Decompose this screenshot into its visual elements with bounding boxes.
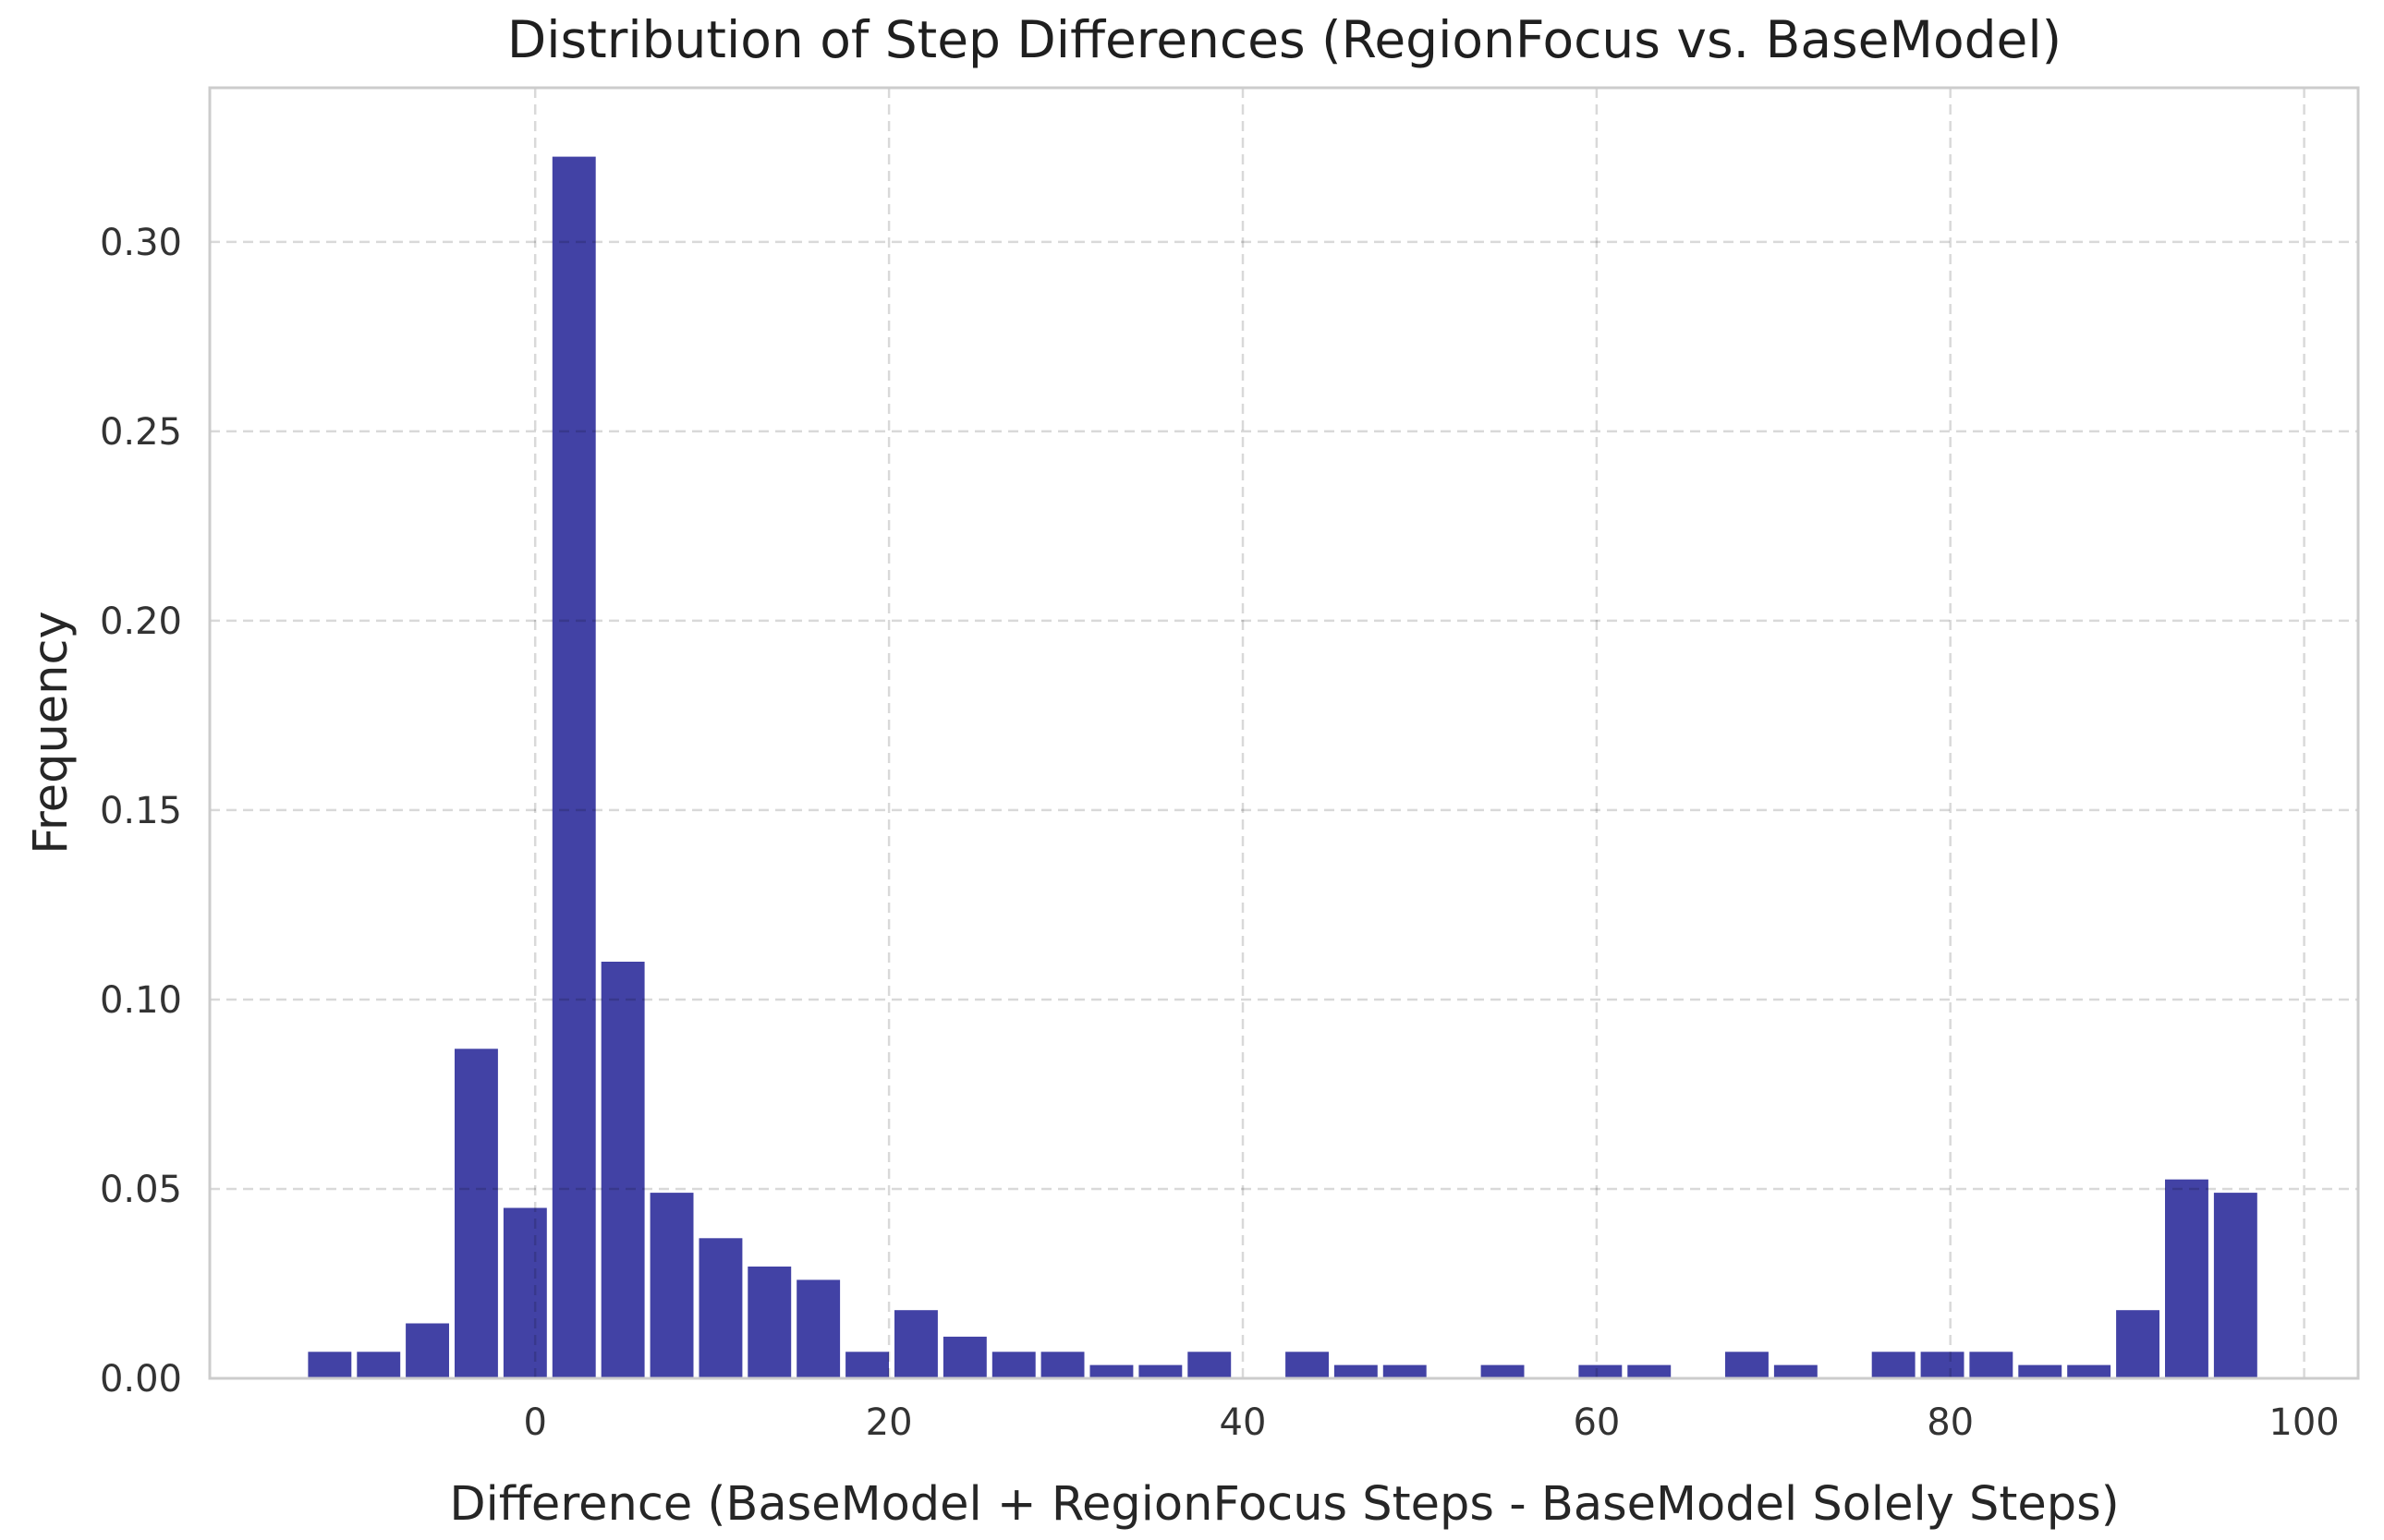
y-tick-label: 0.25	[100, 411, 182, 454]
histogram-bar	[1040, 1352, 1085, 1378]
y-axis-label: Frequency	[24, 611, 79, 854]
histogram-bar	[943, 1336, 987, 1378]
histogram-bar	[1969, 1352, 2013, 1378]
histogram-bar	[1871, 1352, 1916, 1378]
histogram-bar	[991, 1352, 1036, 1378]
y-tick-label: 0.30	[100, 222, 182, 264]
histogram-bar	[1382, 1364, 1427, 1378]
y-tick-label: 0.00	[100, 1358, 182, 1401]
y-tick-label: 0.20	[100, 600, 182, 643]
y-tick-labels: 0.00 0.05 0.10 0.15 0.20 0.25 0.30	[100, 222, 182, 1401]
histogram-bar	[2116, 1310, 2159, 1378]
plot-area	[210, 88, 2358, 1378]
x-axis-label: Difference (BaseModel + RegionFocus Step…	[449, 1477, 2119, 1532]
histogram-bar	[503, 1207, 547, 1378]
x-tick-label: 20	[866, 1401, 913, 1444]
x-tick-label: 100	[2268, 1401, 2339, 1444]
y-tick-label: 0.15	[100, 790, 182, 832]
x-tick-labels: 0 20 40 60 80 100	[523, 1401, 2339, 1444]
histogram-bar	[797, 1279, 841, 1378]
histogram-bar	[1285, 1352, 1329, 1378]
histogram-bar	[2018, 1364, 2062, 1378]
plot-spines	[208, 86, 2360, 1380]
histogram-bar	[1138, 1364, 1183, 1378]
histogram-bar	[2165, 1179, 2208, 1378]
histogram-bar	[2067, 1364, 2111, 1378]
histogram-bar	[2213, 1193, 2257, 1378]
histogram-bar	[699, 1238, 743, 1378]
histogram-bar	[1627, 1364, 1672, 1378]
x-tick-label: 80	[1927, 1401, 1974, 1444]
histogram-bar	[308, 1352, 352, 1378]
histogram-bar	[748, 1267, 792, 1378]
histogram-bar	[601, 962, 645, 1378]
gridlines	[210, 88, 2358, 1378]
x-tick-label: 40	[1220, 1401, 1267, 1444]
histogram-bar	[1920, 1352, 1964, 1378]
histogram-bar	[1578, 1364, 1623, 1378]
histogram-bar	[1725, 1352, 1769, 1378]
histogram-bar	[1187, 1352, 1232, 1378]
y-tick-label: 0.05	[100, 1169, 182, 1211]
histogram-bar	[1480, 1364, 1525, 1378]
histogram-bar	[1773, 1364, 1818, 1378]
histogram-bar	[455, 1049, 498, 1378]
histogram-bar	[1333, 1364, 1378, 1378]
histogram-bar	[552, 156, 596, 1379]
chart-title: Distribution of Step Differences (Region…	[507, 10, 2062, 69]
histogram-bar	[845, 1352, 889, 1378]
histogram-bars	[308, 156, 2257, 1379]
x-tick-label: 60	[1573, 1401, 1620, 1444]
histogram-bar	[894, 1310, 938, 1378]
x-tick-label: 0	[523, 1401, 546, 1444]
y-tick-label: 0.10	[100, 979, 182, 1022]
histogram-bar	[650, 1193, 694, 1378]
histogram-bar	[357, 1352, 401, 1378]
histogram-bar	[1089, 1364, 1134, 1378]
histogram-bar	[406, 1323, 449, 1378]
